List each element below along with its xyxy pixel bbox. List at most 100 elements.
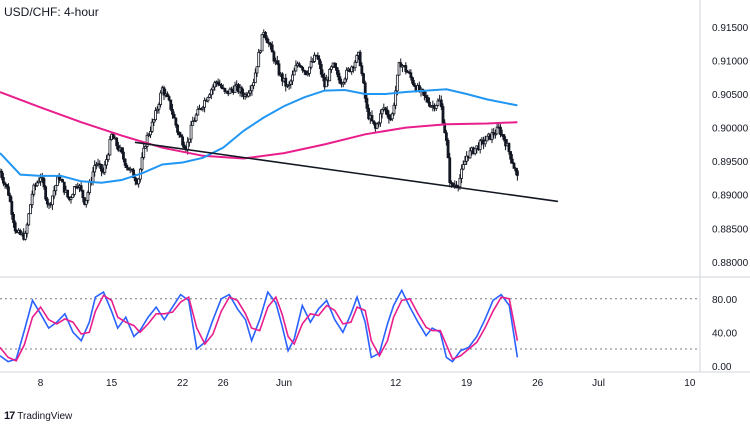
candle-body [353,61,357,68]
candle-body [264,31,267,39]
candle-body [152,119,156,123]
candle-body [318,58,321,65]
moving-average-line-1 [0,91,518,160]
candle-body [51,195,54,206]
candle-body [165,93,169,97]
candle-body [72,186,76,195]
candle-body [385,109,389,116]
candle-body [308,66,311,74]
candle-body [216,81,220,85]
candle-body [370,114,374,122]
candle-body [196,108,200,116]
candle-body [257,51,261,68]
candle-body [507,142,511,152]
candle-body [395,74,399,92]
candle-body [191,121,195,126]
candle-body [149,131,152,136]
candle-body [140,156,144,170]
candle-body [280,73,284,82]
candle-body [169,99,173,110]
candle-body [209,89,213,96]
candle-body [299,65,303,68]
candle-body [367,107,370,120]
candle-body [360,65,364,75]
candle-body [515,170,519,176]
price-pane: 0.91500 0.91000 0.90500 0.90000 0.89500 0.890… [0,0,750,372]
candle-body [187,138,191,143]
candle-body [122,151,125,160]
candle-body [434,105,438,109]
candle-body [79,185,83,191]
candle-body [284,77,288,87]
candle-body [333,62,337,68]
candle-body [171,108,174,115]
candle-body [176,124,179,133]
candle-body [71,194,75,198]
candle-body [172,113,176,119]
time-tick-label: 12 [390,378,402,389]
candle-body [32,184,36,195]
candle-body [201,106,205,110]
candle-body [358,51,362,67]
candle-body [120,147,124,153]
time-tick-label: Jul [592,378,605,389]
candle-body [37,180,41,184]
candle-body [159,92,163,105]
candle-body [54,185,58,192]
candle-body [228,88,232,95]
time-tick-label: 19 [461,378,473,389]
candle-body [436,100,440,106]
candle-body [426,97,430,103]
candle-body [111,133,115,139]
candle-body [155,108,159,112]
candle-body [132,169,135,179]
candle-body [162,87,166,96]
oscillator-tick-label: 0.00 [712,362,732,373]
time-tick-label: 26 [218,378,230,389]
oscillator-tick-label: 80.00 [712,295,737,306]
candle-body [3,182,7,185]
candle-body [62,181,66,193]
candle-body [389,118,392,121]
candle-body [218,83,222,86]
brand-label: TradingView [17,410,73,422]
candle-body [460,168,463,179]
candle-body [451,183,455,187]
candle-body [411,77,414,84]
candle-body [291,74,294,82]
tradingview-logo-icon: 17 [4,410,15,422]
candle-body [297,63,301,67]
candle-body [439,99,443,108]
candle-body [223,87,227,92]
candle-body [174,117,178,126]
candle-body [446,140,450,159]
candle-body [473,148,477,155]
time-tick-label: 26 [532,378,544,389]
candle-body [287,83,291,86]
oscillator-tick-label: 40.00 [712,328,737,339]
price-tick-label: 0.90500 [712,90,749,101]
candle-body [179,134,183,138]
candle-body [390,113,394,120]
candle-body [289,80,293,85]
candle-body [397,62,401,76]
candle-body [25,224,29,234]
candle-body [220,84,223,89]
candle-body [247,92,250,97]
candle-body [93,165,97,173]
candle-body [336,69,340,78]
candle-body [248,90,252,94]
candle-body [286,84,289,87]
candle-body [343,78,347,83]
candle-body [387,114,391,120]
candle-body [441,106,445,124]
candle-body [206,96,210,102]
candle-body [250,85,254,92]
candle-body [0,170,4,178]
candle-body [483,140,487,145]
candle-body [379,113,382,124]
candle-body [193,120,196,123]
price-tick-label: 0.89000 [712,191,749,202]
candle-body [265,37,269,44]
